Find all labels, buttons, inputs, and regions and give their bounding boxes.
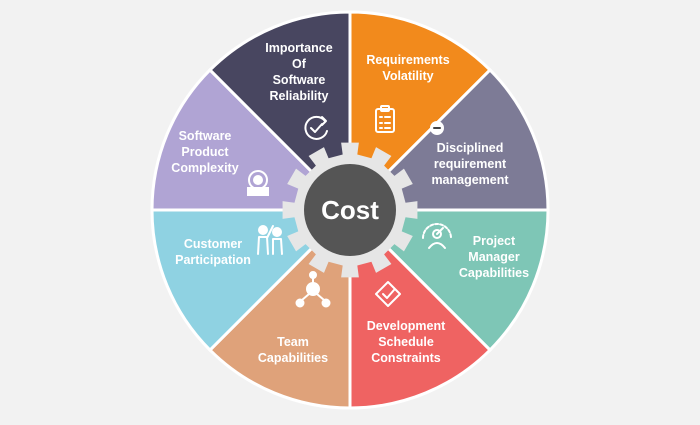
segment-label-line: Customer [184,237,242,251]
checklist-icon [375,105,395,133]
segment-label-line: Capabilities [258,351,328,365]
segment-label-line: Participation [175,253,251,267]
people-icon [257,225,283,255]
segment-label-team-capabilities: Team Capabilities [258,335,328,365]
segment-label-line: Project [473,234,516,248]
segment-label-importance-of-software-reliability: Importance Of Software Reliability [265,41,332,103]
segment-label-line: Development [367,319,446,333]
center-label: Cost [321,195,379,225]
segment-label-line: Product [181,145,229,159]
segment-label-line: Disciplined [437,141,504,155]
team-network-icon [295,271,331,308]
segment-label-line: Importance [265,41,332,55]
ticket-check-icon [375,281,401,307]
segment-label-requirements-volatility: Requirements Volatility [366,53,449,83]
gauge-person-icon [422,223,452,249]
segment-label-line: Software [179,129,232,143]
segment-label-line: Constraints [371,351,441,365]
segment-label-line: Schedule [378,335,434,349]
segment-label-line: Volatility [382,69,433,83]
segment-label-line: Team [277,335,309,349]
segment-label-disciplined-requirement-management: Disciplined requirement management [431,141,509,187]
segment-label-line: Software [273,73,326,87]
segment-label-line: Complexity [171,161,238,175]
segment-label-line: Capabilities [459,266,529,280]
segment-label-project-manager-capabilities: Project Manager Capabilities [459,234,529,280]
segment-label-line: Requirements [366,53,449,67]
refresh-check-icon [304,115,328,140]
segment-label-line: management [431,173,509,187]
segment-label-customer-participation: Customer Participation [175,237,251,267]
minus-badge-icon [430,121,444,135]
segment-label-line: Of [292,57,307,71]
segment-label-line: Manager [468,250,520,264]
segment-label-line: Reliability [269,89,328,103]
segment-label-software-product-complexity: Software Product Complexity [171,129,238,175]
segment-label-line: requirement [434,157,507,171]
gear-box-icon [247,170,269,196]
center-circle [304,164,396,256]
segment-label-development-schedule-constraints: Development Schedule Constraints [367,319,446,365]
